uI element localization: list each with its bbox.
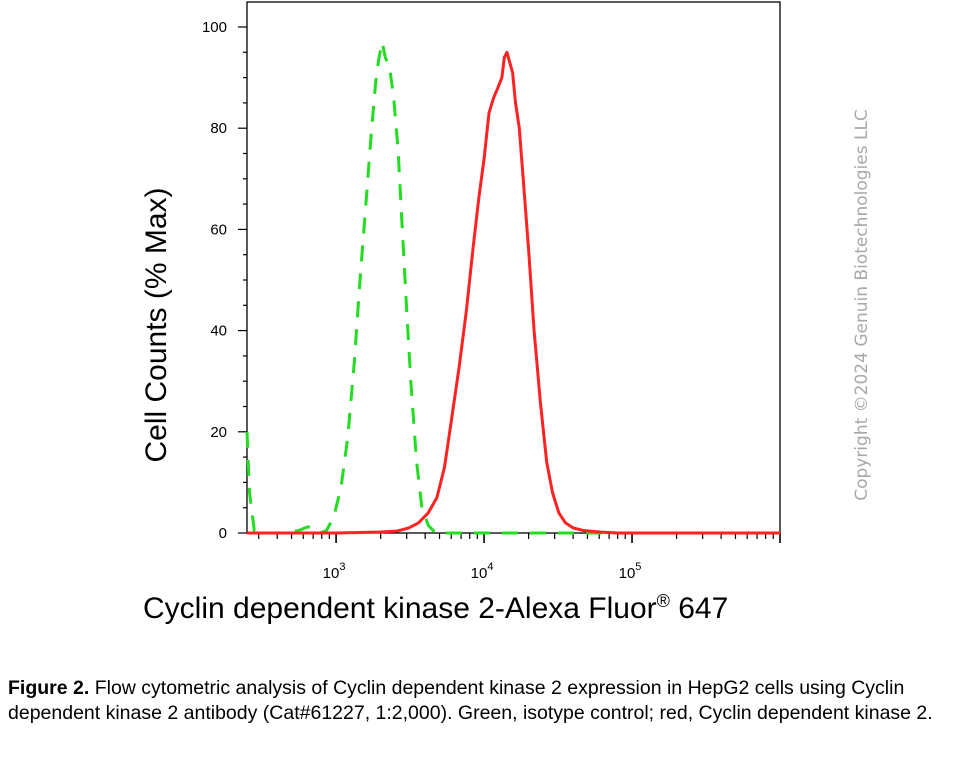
y-tick-label: 40	[210, 323, 227, 340]
series-group	[245, 40, 780, 535]
caption-label: Figure 2.	[8, 677, 90, 699]
copyright-watermark: Copyright ©2024 Genuin Biotechnologies L…	[852, 109, 872, 501]
y-tick-label: 80	[210, 120, 227, 137]
y-tick-label: 60	[210, 221, 227, 238]
y-tick-label: 0	[219, 525, 227, 542]
x-axis: 103 104 105	[258, 533, 781, 582]
x-tick-label: 104	[471, 561, 494, 582]
x-axis-title: Cyclin dependent kinase 2-Alexa Fluor® 6…	[143, 591, 728, 625]
y-tick-label: 20	[210, 424, 227, 441]
flow-histogram-chart: 0 20 40 60 80 100 103 104 105 Cell Counts (% Ma…	[140, 1, 781, 625]
cdk2-curve	[247, 50, 780, 535]
figure-caption: Figure 2. Flow cytometric analysis of Cy…	[8, 676, 974, 726]
x-tick-label: 103	[323, 561, 346, 582]
isotype-control-curve	[245, 40, 780, 535]
y-tick-label: 100	[202, 19, 227, 36]
caption-text: Flow cytometric analysis of Cyclin depen…	[8, 677, 933, 724]
y-axis: 0 20 40 60 80 100	[202, 19, 247, 542]
x-tick-label: 105	[619, 561, 642, 582]
y-axis-title: Cell Counts (% Max)	[140, 187, 173, 462]
